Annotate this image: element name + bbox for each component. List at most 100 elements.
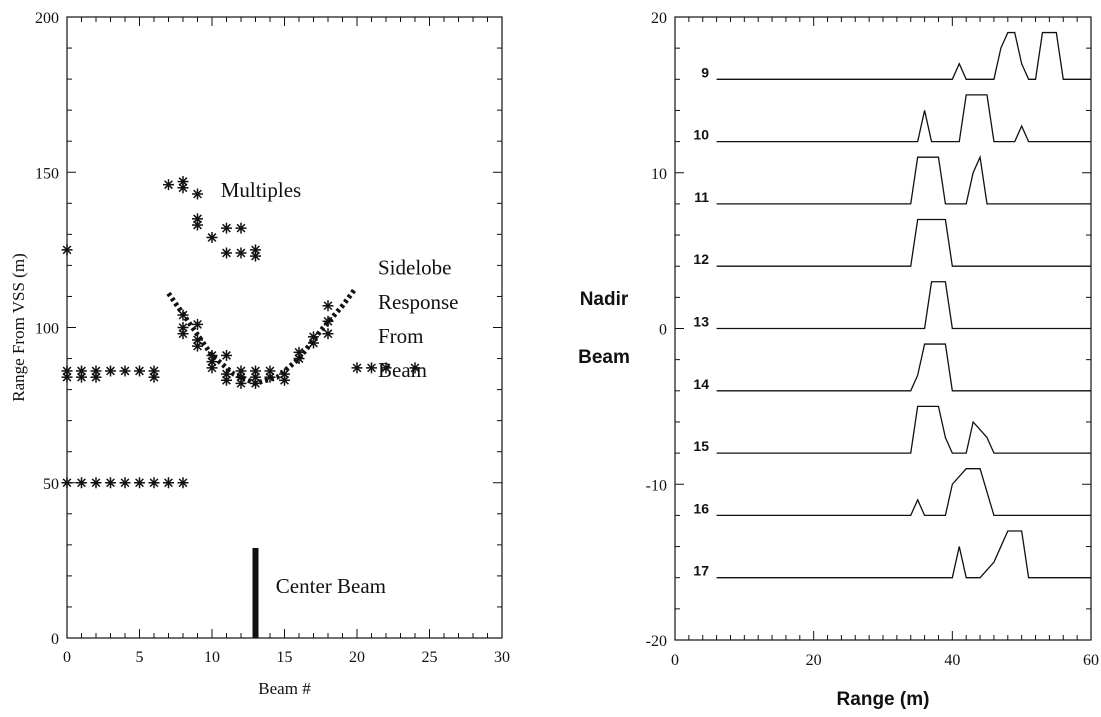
left-plot-frame [66,16,503,639]
asterisk-stroke [251,378,260,388]
asterisk-stroke [323,329,333,339]
x-tick-label: 60 [1083,652,1099,669]
asterisk-stroke [222,351,231,360]
y-tick-label: 200 [35,10,59,27]
asterisk-stroke [207,233,217,242]
asterisk-point [235,377,247,389]
asterisk-stroke [149,478,159,488]
asterisk-stroke [309,338,318,348]
asterisk-stroke [193,189,202,199]
asterisk-stroke [381,363,391,373]
asterisk-stroke [135,478,144,488]
sidelobe-annotation-line-4: Beam [378,358,427,382]
asterisk-point [264,371,276,383]
asterisk-point [192,219,203,231]
x-tick-label: 10 [204,649,220,666]
asterisk-point [119,365,131,377]
y-tick-label: -20 [646,633,667,650]
asterisk-stroke [410,363,420,373]
asterisk-stroke [236,248,246,258]
asterisk-stroke [164,478,173,488]
x-tick-label: 0 [671,652,679,669]
asterisk-point [250,250,261,262]
right-y-axis-label-line-2: Beam [578,347,630,368]
asterisk-point [177,309,189,321]
asterisk-stroke [222,375,231,385]
left-axis-tick-labels: 0 5 10 15 20 25 30 0 50 100 150 200 [35,10,510,666]
asterisk-point [366,362,377,374]
y-tick-label: 150 [35,165,59,182]
x-tick-label: 5 [136,649,144,666]
asterisk-point [192,188,203,200]
asterisk-point [177,328,189,340]
asterisk-stroke [62,478,72,488]
y-tick-label: 50 [43,476,59,493]
asterisk-stroke [91,372,101,382]
beam-profile-line [716,468,1091,517]
sidelobe-annotation-line-1: Sidelobe [378,256,452,280]
asterisk-stroke [294,354,304,363]
asterisk-stroke [280,375,289,385]
asterisk-point [134,477,145,489]
left-axis-ticks [66,16,503,639]
beam-profile-line [716,218,1091,267]
beam-number-label: 14 [693,376,709,392]
asterisk-point [192,340,203,352]
asterisk-point [90,371,102,383]
beam-number-label: 12 [693,251,709,267]
asterisk-point [119,477,131,489]
asterisk-point [76,477,87,489]
y-tick-label: 0 [659,322,667,339]
asterisk-point [322,328,334,340]
asterisk-stroke [193,341,202,351]
asterisk-stroke [323,316,333,326]
x-tick-label: 15 [277,649,293,666]
asterisk-stroke [178,310,188,320]
asterisk-stroke [62,372,72,382]
asterisk-stroke [367,363,376,373]
beam-number-labels: 9 10 11 12 13 14 15 16 17 [693,64,709,578]
asterisk-stroke [77,372,86,382]
asterisk-point [192,318,203,330]
beam-number-label: 10 [693,127,709,143]
asterisk-point [322,315,334,327]
asterisk-point [380,362,392,374]
beam-number-label: 9 [701,64,709,80]
asterisk-stroke [178,329,188,339]
scatter-points [61,176,421,489]
asterisk-point [221,374,232,386]
asterisk-point [206,362,218,374]
asterisk-stroke [135,366,144,376]
asterisk-point [221,349,232,361]
beam-number-label: 17 [693,563,709,579]
beam-number-label: 16 [693,500,709,516]
asterisk-stroke [91,478,101,488]
sidelobe-annotation-line-3: From [378,324,424,348]
asterisk-point [61,371,73,383]
left-scatter-panel: 0 5 10 15 20 25 30 0 50 100 150 200 Beam # Range Fr… [9,10,510,698]
right-x-axis-label: Range (m) [837,689,930,710]
asterisk-stroke [193,220,202,230]
beam-profile-line [716,405,1091,454]
asterisk-stroke [236,223,246,233]
center-beam-annotation: Center Beam [276,574,386,598]
right-axis-tick-labels: 0 20 40 60 -20 -10 0 10 20 [646,10,1099,669]
multiples-annotation: Multiples [221,178,302,202]
left-y-axis-label: Range From VSS (m) [9,253,28,401]
asterisk-point [105,477,116,489]
beam-profile-line [716,31,1091,80]
asterisk-stroke [222,248,231,258]
asterisk-stroke [77,478,86,488]
left-x-axis-label: Beam # [258,679,311,698]
sidelobe-annotation-line-2: Response [378,290,459,314]
asterisk-stroke [207,363,217,373]
asterisk-stroke [222,223,231,233]
asterisk-stroke [62,245,72,255]
asterisk-point [105,365,116,377]
asterisk-stroke [178,183,188,193]
right-y-axis-label-line-1: Nadir [580,289,629,310]
asterisk-point [90,477,102,489]
asterisk-stroke [164,180,173,190]
x-tick-label: 30 [494,649,510,666]
